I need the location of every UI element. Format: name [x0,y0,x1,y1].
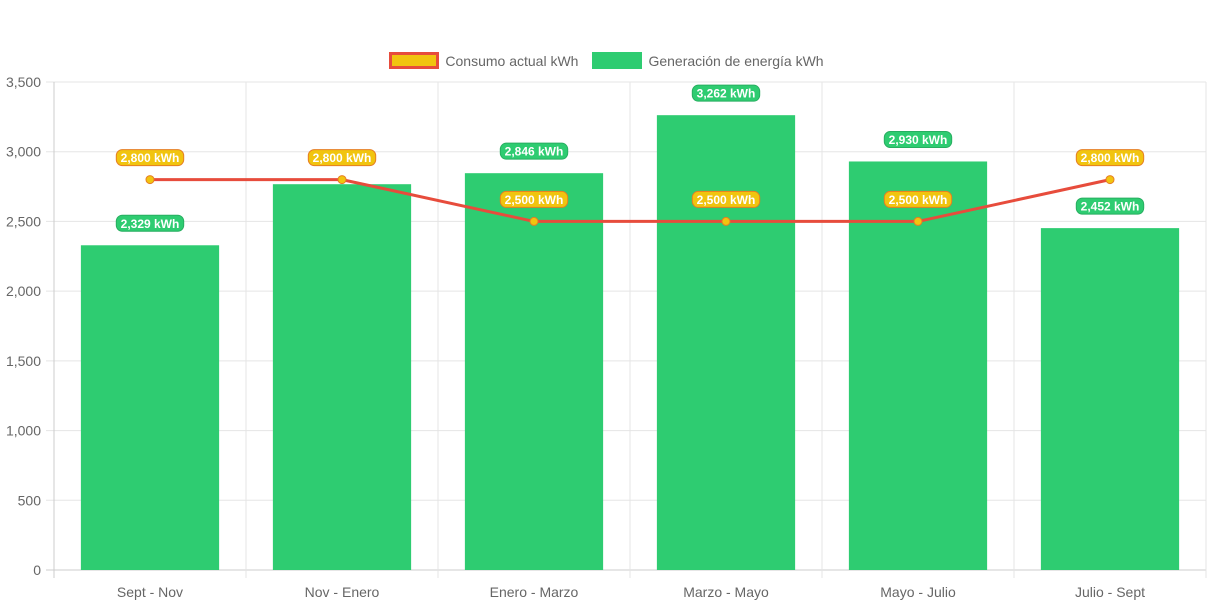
line-data-label-bg [1075,149,1145,167]
bar-data-label-bg [691,84,761,102]
line-point [529,216,539,226]
bar-data-label-bg [499,142,569,160]
line-data-label-bg [883,190,953,208]
line-data-label: 2,500 kWh [505,193,564,207]
bar [656,115,796,571]
x-tick-label: Mayo - Julio [880,584,956,600]
bar-data-label-bg [883,130,953,148]
y-tick-label: 3,500 [6,74,41,90]
bar [848,161,988,570]
bar-data-label: 2,930 kWh [889,133,948,147]
bar-data-label: 2,329 kWh [121,217,180,231]
chart-legend: Consumo actual kWh Generación de energía… [0,52,1213,69]
line-data-label: 2,500 kWh [697,193,756,207]
bar-data-label: 2,846 kWh [505,145,564,159]
line-point [145,175,155,185]
line-data-label: 2,800 kWh [121,151,180,165]
line-data-label: 2,500 kWh [889,193,948,207]
bar [1040,228,1180,570]
bar-data-label-bg [115,214,185,232]
line-point [721,216,731,226]
line-point [337,175,347,185]
legend-swatch-generacion [592,52,643,69]
y-tick-label: 3,000 [6,144,41,160]
bar-data-label: 3,262 kWh [697,87,756,101]
x-tick-label: Julio - Sept [1075,584,1145,600]
bar [272,184,412,570]
y-tick-label: 500 [18,492,42,508]
y-tick-label: 1,500 [6,353,41,369]
line-data-label: 2,800 kWh [1081,151,1140,165]
line-data-label-bg [307,149,377,167]
y-tick-label: 2,000 [6,283,41,299]
legend-label-consumo: Consumo actual kWh [445,52,579,69]
x-tick-label: Nov - Enero [305,584,380,600]
line-point [913,216,923,226]
bar [80,245,220,570]
line-data-label: 2,800 kWh [313,151,372,165]
y-tick-label: 1,000 [6,423,41,439]
x-tick-label: Sept - Nov [117,584,183,600]
line-data-label-bg [115,149,185,167]
legend-label-generacion: Generación de energía kWh [648,52,824,69]
line-point [1105,175,1115,185]
bar [464,173,604,570]
line-series [150,178,1111,223]
bar-data-label-bg [1075,197,1145,215]
bar-data-label: 2,452 kWh [1081,200,1140,214]
line-data-label-bg [499,190,569,208]
x-tick-label: Marzo - Mayo [683,584,769,600]
y-tick-label: 2,500 [6,213,41,229]
line-data-label-bg [691,190,761,208]
x-tick-label: Enero - Marzo [490,584,579,600]
legend-swatch-consumo [389,52,440,69]
y-tick-label: 0 [33,562,41,578]
legend-item-generacion[interactable]: Generación de energía kWh [592,52,824,69]
legend-item-consumo[interactable]: Consumo actual kWh [389,52,578,69]
